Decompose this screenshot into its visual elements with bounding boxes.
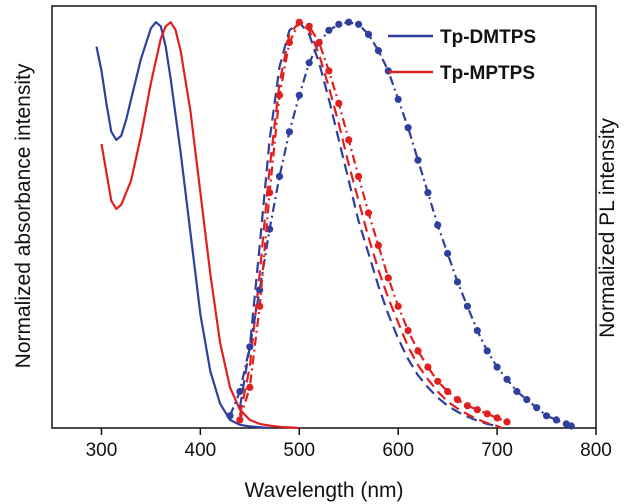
data-point-tp-dmtps xyxy=(305,59,313,67)
data-point-tp-dmtps xyxy=(226,412,234,420)
data-point-tp-dmtps xyxy=(325,26,333,34)
data-point-tp-dmtps xyxy=(335,20,343,28)
data-point-tp-dmtps xyxy=(414,156,422,164)
x-tick-label: 300 xyxy=(86,440,118,461)
data-point-tp-mptps xyxy=(493,414,501,422)
data-point-tp-mptps xyxy=(275,91,284,99)
series-tp-dmtps-absorption xyxy=(95,21,270,430)
series-tp-mptps-absorption xyxy=(100,21,300,430)
series-layer xyxy=(95,18,575,430)
data-point-tp-dmtps xyxy=(533,404,541,412)
data-point-tp-mptps xyxy=(404,327,412,335)
data-point-tp-dmtps xyxy=(542,412,551,420)
data-point-tp-dmtps xyxy=(424,189,432,197)
x-tick-label: 500 xyxy=(283,440,315,461)
data-point-tp-mptps xyxy=(285,38,293,47)
data-point-tp-mptps xyxy=(266,189,274,197)
data-point-tp-dmtps xyxy=(523,396,531,404)
data-point-tp-dmtps xyxy=(275,172,284,180)
x-tick-label: 600 xyxy=(382,440,414,461)
data-point-tp-dmtps xyxy=(295,91,303,99)
data-point-tp-dmtps xyxy=(374,47,382,55)
data-point-tp-mptps xyxy=(424,363,432,371)
data-point-tp-dmtps xyxy=(355,20,363,28)
series-tp-mptps-pl-film xyxy=(238,21,508,423)
y-axis-title-right: Normalized PL intensity xyxy=(596,118,619,338)
y-axis-title-left: Normalized absorbance intensity xyxy=(12,63,35,368)
data-point-tp-mptps xyxy=(483,410,491,418)
data-point-tp-mptps xyxy=(295,18,303,26)
x-axis: 300 400 500 600 700 800 xyxy=(86,428,612,461)
series-tp-mptps-pl-solution xyxy=(238,21,503,430)
data-point-tp-mptps xyxy=(463,402,471,410)
data-point-tp-dmtps xyxy=(285,128,293,136)
data-point-tp-dmtps xyxy=(493,363,501,371)
data-point-tp-mptps xyxy=(434,377,442,385)
data-point-tp-mptps xyxy=(374,241,382,249)
data-point-tp-dmtps xyxy=(345,18,353,26)
data-point-tp-dmtps xyxy=(463,302,471,310)
data-point-tp-dmtps xyxy=(444,249,452,258)
series-tp-dmtps-pl-solution xyxy=(238,21,498,428)
data-point-tp-dmtps xyxy=(364,30,373,38)
legend-label-tp-dmtps: Tp-DMTPS xyxy=(440,27,536,48)
legend: Tp-DMTPS Tp-MPTPS xyxy=(388,27,536,84)
plot-frame xyxy=(51,5,597,429)
data-point-tp-dmtps xyxy=(503,375,511,383)
data-point-tp-mptps xyxy=(453,396,462,404)
data-point-tp-mptps xyxy=(364,209,373,217)
data-point-tp-dmtps xyxy=(404,124,412,132)
data-point-tp-mptps xyxy=(503,418,511,426)
data-point-tp-mptps xyxy=(355,172,363,180)
legend-label-tp-mptps: Tp-MPTPS xyxy=(440,63,535,84)
data-point-tp-dmtps xyxy=(483,347,491,355)
x-axis-title: Wavelength (nm) xyxy=(244,479,403,502)
data-point-tp-mptps xyxy=(473,406,481,414)
data-point-tp-dmtps xyxy=(236,387,244,396)
data-point-tp-mptps xyxy=(305,22,313,30)
data-point-tp-mptps xyxy=(345,136,353,144)
data-point-tp-mptps xyxy=(236,416,244,424)
data-point-tp-dmtps xyxy=(394,95,402,103)
data-point-tp-dmtps xyxy=(453,278,462,286)
data-point-tp-mptps xyxy=(335,99,343,107)
data-point-tp-dmtps xyxy=(473,327,481,335)
data-point-tp-mptps xyxy=(384,274,392,282)
x-tick-label: 800 xyxy=(580,440,612,461)
data-point-tp-mptps xyxy=(315,38,323,47)
data-point-tp-dmtps xyxy=(567,422,575,430)
data-point-tp-mptps xyxy=(444,387,452,396)
data-point-tp-dmtps xyxy=(246,343,254,351)
data-point-tp-mptps xyxy=(394,302,402,310)
data-point-tp-dmtps xyxy=(266,225,274,233)
data-point-tp-dmtps xyxy=(434,221,442,229)
x-tick-label: 700 xyxy=(481,440,513,461)
data-point-tp-dmtps xyxy=(552,416,561,424)
x-tick-label: 400 xyxy=(185,440,217,461)
data-point-tp-dmtps xyxy=(513,387,521,396)
data-point-tp-mptps xyxy=(325,67,333,75)
data-point-tp-mptps xyxy=(246,383,254,391)
data-point-tp-mptps xyxy=(414,347,422,355)
data-point-tp-mptps xyxy=(256,302,264,310)
